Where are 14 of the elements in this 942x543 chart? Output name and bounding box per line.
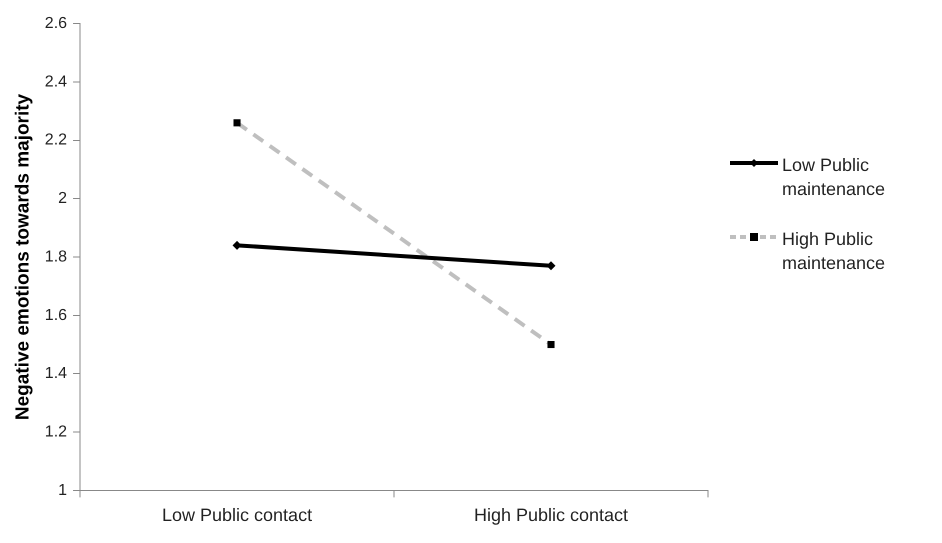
y-tick-label: 2.4 [44,73,68,90]
x-tick-label: High Public contact [474,505,628,526]
y-tick-label: 1.4 [44,365,68,382]
y-tick-label: 1.2 [44,423,68,440]
y-tick-label: 2 [58,190,68,208]
legend-label: Low Public maintenance [782,154,886,201]
y-tick-label: 1.8 [44,248,68,266]
y-tick-label: 1.6 [44,306,68,324]
legend-label: High Public maintenance [782,228,886,275]
x-tick-label: Low Public contact [162,505,312,526]
y-axis-title: Negative emotions towards majority [12,93,34,420]
y-tick-label: 2.6 [44,15,68,32]
y-tick-label: 1 [58,482,68,499]
y-tick-label: 2.2 [44,132,68,149]
